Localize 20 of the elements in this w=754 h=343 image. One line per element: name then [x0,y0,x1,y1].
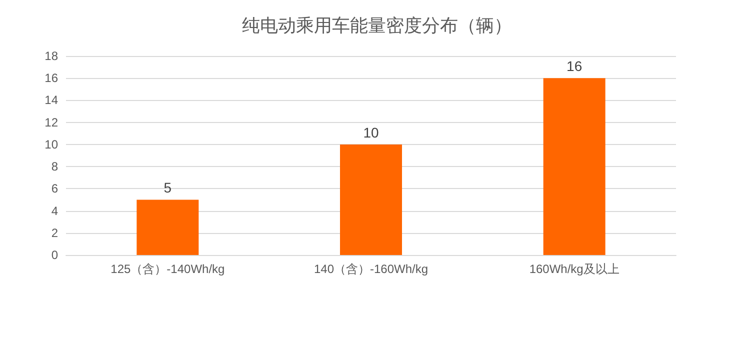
x-tick-label: 125（含）-140Wh/kg [110,262,225,276]
data-label: 16 [566,58,582,74]
bar [136,200,199,255]
bar [340,144,402,255]
y-tick-label: 18 [44,49,58,63]
y-tick-label: 6 [51,182,58,196]
y-tick-label: 10 [44,137,58,152]
y-tick-label: 8 [51,160,58,174]
y-tick-label: 4 [51,204,58,218]
y-tick-label: 14 [44,93,58,108]
y-tick-label: 12 [44,115,58,130]
bar [543,78,606,255]
chart-title: 纯电动乘用车能量密度分布（辆） [242,16,512,36]
y-tick-label: 2 [51,226,58,240]
x-tick-label: 140（含）-160Wh/kg [314,262,428,276]
data-label: 5 [164,180,172,196]
y-tick-label: 16 [44,71,58,86]
x-tick-label: 160Wh/kg及以上 [529,262,620,276]
data-label: 10 [363,124,379,140]
y-tick-label: 0 [51,248,58,262]
